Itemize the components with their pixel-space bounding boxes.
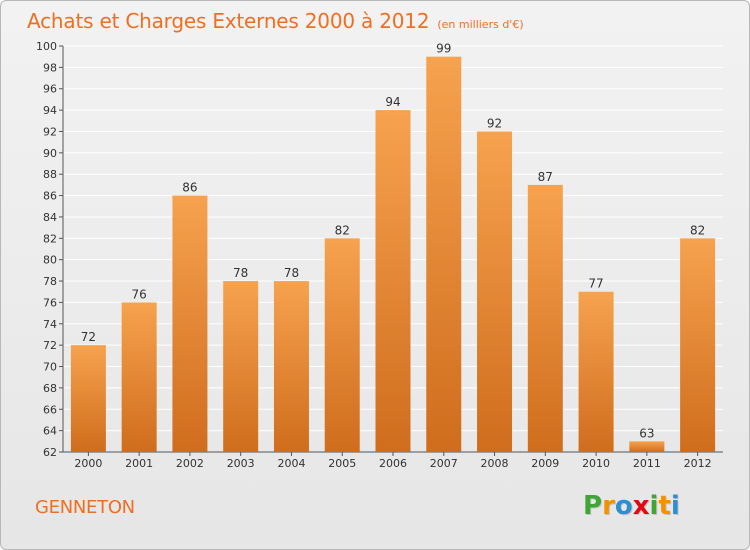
y-tick-label: 64 [43,425,57,438]
y-tick-label: 80 [43,254,57,267]
data-label: 94 [385,95,400,109]
bar [223,281,259,452]
x-tick-labels: 2000 2001 2002 2003 2004 2005 2006 2007 2008 2009… [74,457,711,470]
x-tick-label: 2007 [430,457,458,470]
data-label: 82 [335,223,350,237]
data-label: 78 [284,266,299,280]
y-tick-label: 84 [43,211,57,224]
y-tick-label: 70 [43,361,57,374]
y-tick-label: 66 [43,403,57,416]
town-name: GENNETON [35,497,135,518]
bar [426,56,462,453]
x-tick-label: 2000 [74,457,102,470]
data-labels: 72 76 86 78 78 82 94 99 92 87 77 63 82 [81,42,706,441]
data-label: 72 [81,330,96,344]
data-label: 78 [233,266,248,280]
x-tick-label: 2002 [176,457,204,470]
data-label: 87 [538,170,553,184]
y-tick-label: 82 [43,232,57,245]
data-label: 92 [487,116,502,130]
logo-letter: i [649,491,659,521]
y-tick-label: 86 [43,190,57,203]
logo-letter: i [670,491,680,521]
chart-title-block: Achats et Charges Externes 2000 à 2012 (e… [27,9,524,33]
logo-letter: o [614,491,633,521]
x-tick-label: 2003 [227,457,255,470]
x-tick-label: 2008 [481,457,509,470]
x-tick-label: 2011 [633,457,661,470]
x-tick-label: 2004 [277,457,305,470]
chart-title: Achats et Charges Externes 2000 à 2012 [27,9,430,33]
data-label: 77 [588,277,603,291]
data-label: 86 [182,181,197,195]
x-tick-label: 2001 [125,457,153,470]
y-tick-label: 96 [43,83,57,96]
y-tick-label: 88 [43,168,57,181]
bar [680,238,716,452]
bar [629,441,665,452]
logo-letter: t [658,491,671,521]
bar [70,345,106,452]
x-tick-label: 2012 [684,457,712,470]
bar [578,291,614,452]
y-tick-label: 98 [43,61,57,74]
x-tick-label: 2009 [531,457,559,470]
data-label: 99 [436,42,451,56]
data-label: 76 [132,287,147,301]
x-tick-label: 2010 [582,457,610,470]
y-tick-label: 90 [43,147,57,160]
chart-subtitle: (en milliers d'€) [437,18,524,31]
bar [527,184,563,453]
logo-letter: r [602,491,615,521]
y-tick-label: 72 [43,339,57,352]
y-tick-label: 78 [43,275,57,288]
bar [273,281,309,452]
y-tick-label: 74 [43,318,57,331]
x-tick-label: 2005 [328,457,356,470]
y-tick-label: 92 [43,125,57,138]
bar [172,195,208,452]
y-tick-label: 68 [43,382,57,395]
x-tick-label: 2006 [379,457,407,470]
bar [121,302,157,452]
y-tick-label: 100 [36,40,57,53]
y-tick-label: 76 [43,296,57,309]
logo-letter: P [583,491,603,521]
data-label: 82 [690,223,705,237]
bar [477,131,513,452]
bars [70,56,716,453]
y-tick-label: 62 [43,446,57,459]
data-label: 63 [639,426,654,440]
proxiti-logo[interactable]: Proxiti [583,491,680,521]
y-tick-labels: 62 64 66 68 70 72 74 76 78 80 82 84 86 88 90 92 94 96 98 10… [36,40,57,459]
bar [375,110,411,453]
logo-letter: x [632,491,650,521]
y-tick-label: 94 [43,104,57,117]
bar [324,238,360,452]
